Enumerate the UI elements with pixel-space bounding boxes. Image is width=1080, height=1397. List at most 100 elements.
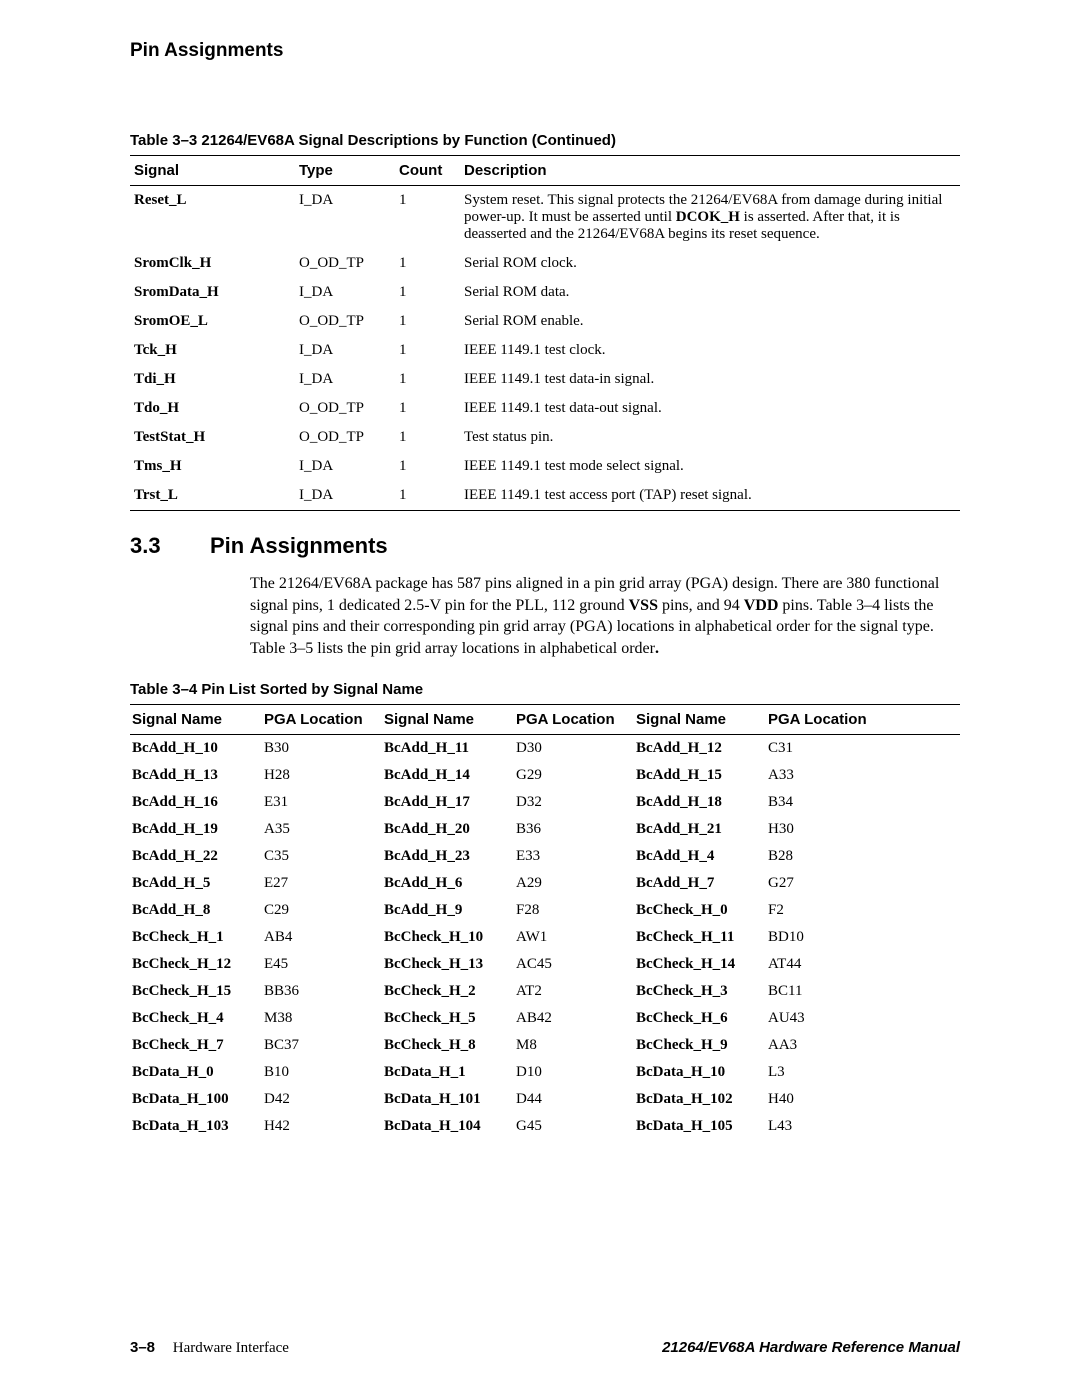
cell-pga-location: BB36 bbox=[262, 978, 382, 1005]
cell-signal-name: BcCheck_H_14 bbox=[634, 951, 766, 978]
cell-count: 1 bbox=[395, 452, 460, 481]
cell-signal-name: BcAdd_H_19 bbox=[130, 816, 262, 843]
cell-desc: IEEE 1149.1 test mode select signal. bbox=[460, 452, 960, 481]
cell-pga-location: BC11 bbox=[766, 978, 960, 1005]
cell-signal-name: BcCheck_H_3 bbox=[634, 978, 766, 1005]
cell-signal-name: BcData_H_104 bbox=[382, 1113, 514, 1140]
cell-signal-name: BcData_H_1 bbox=[382, 1059, 514, 1086]
section-heading: 3.3Pin Assignments bbox=[130, 533, 960, 559]
cell-pga-location: G27 bbox=[766, 870, 960, 897]
cell-signal-name: BcCheck_H_8 bbox=[382, 1032, 514, 1059]
cell-pga-location: B34 bbox=[766, 789, 960, 816]
cell-type: O_OD_TP bbox=[295, 249, 395, 278]
cell-pga-location: E27 bbox=[262, 870, 382, 897]
cell-desc: Test status pin. bbox=[460, 423, 960, 452]
cell-pga-location: BC37 bbox=[262, 1032, 382, 1059]
cell-pga-location: G45 bbox=[514, 1113, 634, 1140]
cell-signal: Reset_L bbox=[130, 186, 295, 250]
cell-pga-location: E45 bbox=[262, 951, 382, 978]
cell-desc: Serial ROM clock. bbox=[460, 249, 960, 278]
section-title: Pin Assignments bbox=[210, 533, 388, 558]
cell-count: 1 bbox=[395, 186, 460, 250]
th-loc-1: PGA Location bbox=[262, 705, 382, 735]
cell-signal: Tdi_H bbox=[130, 365, 295, 394]
table-row: BcData_H_0B10BcData_H_1D10BcData_H_10L3 bbox=[130, 1059, 960, 1086]
cell-pga-location: L43 bbox=[766, 1113, 960, 1140]
cell-pga-location: A33 bbox=[766, 762, 960, 789]
cell-type: O_OD_TP bbox=[295, 423, 395, 452]
cell-pga-location: D44 bbox=[514, 1086, 634, 1113]
cell-pga-location: L3 bbox=[766, 1059, 960, 1086]
table-row: BcAdd_H_5E27BcAdd_H_6A29BcAdd_H_7G27 bbox=[130, 870, 960, 897]
cell-pga-location: M8 bbox=[514, 1032, 634, 1059]
table-row: Reset_LI_DA1System reset. This signal pr… bbox=[130, 186, 960, 250]
table-row: BcCheck_H_1AB4BcCheck_H_10AW1BcCheck_H_1… bbox=[130, 924, 960, 951]
cell-signal-name: BcAdd_H_17 bbox=[382, 789, 514, 816]
cell-pga-location: AB42 bbox=[514, 1005, 634, 1032]
table-row: Tms_HI_DA1IEEE 1149.1 test mode select s… bbox=[130, 452, 960, 481]
cell-count: 1 bbox=[395, 365, 460, 394]
cell-pga-location: B30 bbox=[262, 735, 382, 763]
th-loc-3: PGA Location bbox=[766, 705, 960, 735]
cell-desc: IEEE 1149.1 test clock. bbox=[460, 336, 960, 365]
cell-signal: Tck_H bbox=[130, 336, 295, 365]
cell-signal-name: BcCheck_H_12 bbox=[130, 951, 262, 978]
cell-signal-name: BcAdd_H_21 bbox=[634, 816, 766, 843]
cell-pga-location: C31 bbox=[766, 735, 960, 763]
cell-signal-name: BcAdd_H_10 bbox=[130, 735, 262, 763]
cell-type: O_OD_TP bbox=[295, 394, 395, 423]
cell-type: I_DA bbox=[295, 365, 395, 394]
cell-signal-name: BcData_H_100 bbox=[130, 1086, 262, 1113]
cell-pga-location: F28 bbox=[514, 897, 634, 924]
cell-signal: TestStat_H bbox=[130, 423, 295, 452]
cell-signal-name: BcCheck_H_11 bbox=[634, 924, 766, 951]
cell-count: 1 bbox=[395, 336, 460, 365]
cell-pga-location: B36 bbox=[514, 816, 634, 843]
table-row: SromClk_HO_OD_TP1Serial ROM clock. bbox=[130, 249, 960, 278]
table-row: BcData_H_100D42BcData_H_101D44BcData_H_1… bbox=[130, 1086, 960, 1113]
cell-pga-location: AT2 bbox=[514, 978, 634, 1005]
cell-pga-location: AB4 bbox=[262, 924, 382, 951]
cell-pga-location: G29 bbox=[514, 762, 634, 789]
table-row: Trst_LI_DA1IEEE 1149.1 test access port … bbox=[130, 481, 960, 511]
cell-signal-name: BcAdd_H_13 bbox=[130, 762, 262, 789]
cell-pga-location: F2 bbox=[766, 897, 960, 924]
cell-pga-location: AC45 bbox=[514, 951, 634, 978]
cell-pga-location: B28 bbox=[766, 843, 960, 870]
cell-signal-name: BcData_H_103 bbox=[130, 1113, 262, 1140]
th-sig-1: Signal Name bbox=[130, 705, 262, 735]
cell-type: I_DA bbox=[295, 452, 395, 481]
cell-desc: IEEE 1149.1 test data-out signal. bbox=[460, 394, 960, 423]
cell-signal-name: BcAdd_H_11 bbox=[382, 735, 514, 763]
cell-signal-name: BcCheck_H_0 bbox=[634, 897, 766, 924]
cell-signal-name: BcAdd_H_5 bbox=[130, 870, 262, 897]
cell-pga-location: BD10 bbox=[766, 924, 960, 951]
cell-signal-name: BcAdd_H_22 bbox=[130, 843, 262, 870]
cell-type: I_DA bbox=[295, 336, 395, 365]
table-row: BcAdd_H_16E31BcAdd_H_17D32BcAdd_H_18B34 bbox=[130, 789, 960, 816]
table-3-3-caption: Table 3–3 21264/EV68A Signal Description… bbox=[130, 132, 960, 149]
cell-signal-name: BcData_H_102 bbox=[634, 1086, 766, 1113]
table-row: BcAdd_H_19A35BcAdd_H_20B36BcAdd_H_21H30 bbox=[130, 816, 960, 843]
cell-signal-name: BcData_H_0 bbox=[130, 1059, 262, 1086]
table-row: TestStat_HO_OD_TP1Test status pin. bbox=[130, 423, 960, 452]
cell-signal-name: BcCheck_H_15 bbox=[130, 978, 262, 1005]
cell-signal-name: BcCheck_H_9 bbox=[634, 1032, 766, 1059]
table-row: BcData_H_103H42BcData_H_104G45BcData_H_1… bbox=[130, 1113, 960, 1140]
cell-pga-location: H42 bbox=[262, 1113, 382, 1140]
cell-signal-name: BcCheck_H_10 bbox=[382, 924, 514, 951]
cell-desc: IEEE 1149.1 test data-in signal. bbox=[460, 365, 960, 394]
cell-signal: SromClk_H bbox=[130, 249, 295, 278]
cell-desc: IEEE 1149.1 test access port (TAP) reset… bbox=[460, 481, 960, 511]
cell-pga-location: AU43 bbox=[766, 1005, 960, 1032]
cell-pga-location: H28 bbox=[262, 762, 382, 789]
cell-pga-location: M38 bbox=[262, 1005, 382, 1032]
th-signal: Signal bbox=[130, 156, 295, 186]
cell-signal: Tms_H bbox=[130, 452, 295, 481]
cell-count: 1 bbox=[395, 394, 460, 423]
cell-signal-name: BcData_H_101 bbox=[382, 1086, 514, 1113]
cell-count: 1 bbox=[395, 481, 460, 511]
cell-signal-name: BcCheck_H_13 bbox=[382, 951, 514, 978]
cell-signal-name: BcCheck_H_7 bbox=[130, 1032, 262, 1059]
cell-signal-name: BcCheck_H_4 bbox=[130, 1005, 262, 1032]
